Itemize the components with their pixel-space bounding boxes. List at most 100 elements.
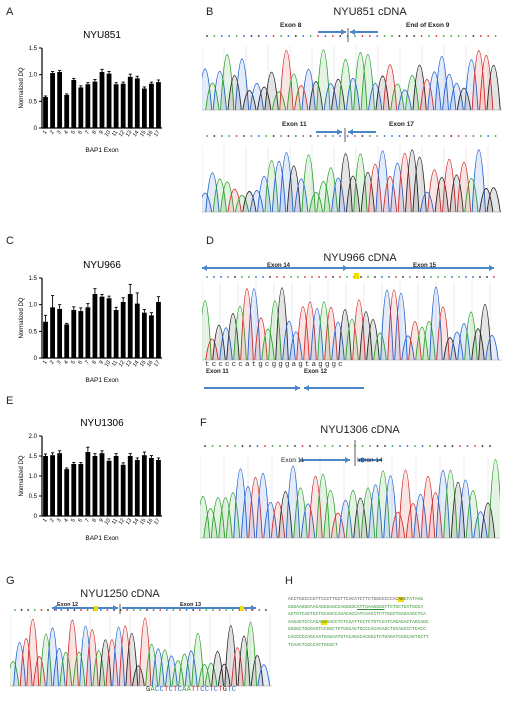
chromatogram-title-g: NYU1250 cDNA bbox=[80, 588, 160, 600]
x-tick-label: 1 bbox=[42, 360, 49, 366]
trace-peak bbox=[99, 639, 112, 687]
base-call-mark bbox=[280, 35, 282, 37]
sequence-base: C bbox=[213, 686, 219, 694]
base-call-mark bbox=[317, 135, 319, 137]
x-tick-label: 8 bbox=[91, 130, 98, 136]
base-call-mark bbox=[416, 276, 418, 278]
x-tick-label: 15 bbox=[139, 518, 147, 526]
bar bbox=[92, 294, 98, 358]
trace-peak bbox=[316, 181, 331, 213]
base-call-mark bbox=[423, 276, 425, 278]
x-tick-label: 2 bbox=[49, 130, 56, 136]
trace-peak bbox=[219, 327, 233, 361]
base-call-mark bbox=[213, 135, 216, 137]
base-call-mark bbox=[331, 135, 334, 137]
base-call-mark bbox=[487, 135, 490, 137]
trace-peak bbox=[200, 496, 211, 539]
trace-peak bbox=[390, 83, 405, 111]
base-call-mark bbox=[472, 35, 475, 37]
trace-peak bbox=[300, 503, 316, 539]
base-call-mark bbox=[86, 609, 89, 611]
sequence-base: T bbox=[218, 686, 223, 694]
y-axis-label: Normalized DQ bbox=[19, 455, 25, 496]
bar bbox=[106, 460, 112, 516]
base-call-mark bbox=[294, 445, 296, 447]
x-tick-label: 11 bbox=[111, 518, 119, 526]
base-call-mark bbox=[287, 35, 290, 37]
base-call-mark bbox=[206, 35, 208, 37]
trace-peak bbox=[66, 619, 79, 687]
trace-peak bbox=[205, 338, 219, 361]
base-call-mark bbox=[179, 609, 181, 611]
trace-peak bbox=[72, 651, 86, 687]
base-call-mark bbox=[487, 35, 490, 37]
bar bbox=[57, 72, 63, 128]
x-tick-label: 14 bbox=[132, 360, 140, 368]
label-d-exon-12: Exon 12 bbox=[304, 369, 328, 375]
highlight-base bbox=[240, 606, 244, 611]
trace-peak bbox=[380, 289, 394, 361]
x-tick-label: 12 bbox=[118, 360, 126, 368]
label-exon-17: Exon 17 bbox=[389, 121, 414, 128]
trace-peak bbox=[382, 64, 398, 111]
base-call-mark bbox=[73, 609, 76, 611]
trace-peak bbox=[46, 627, 59, 687]
trace-peak bbox=[308, 80, 324, 111]
trace-peak bbox=[434, 176, 449, 213]
x-tick-label: 16 bbox=[146, 360, 154, 368]
x-tick-label: 5 bbox=[70, 518, 77, 524]
base-call-mark bbox=[368, 135, 371, 137]
base-call-mark bbox=[220, 135, 223, 137]
label-g-exon-12: Exon 12 bbox=[57, 602, 79, 608]
base-call-mark bbox=[231, 609, 234, 611]
base-call-mark bbox=[339, 276, 341, 278]
base-call-mark bbox=[391, 135, 393, 137]
base-call-mark bbox=[220, 35, 223, 37]
base-call-mark bbox=[346, 276, 348, 278]
base-call-mark bbox=[429, 445, 431, 447]
base-call-mark bbox=[241, 445, 244, 447]
y-tick-label: 1.0 bbox=[29, 73, 38, 79]
x-tick-label: 9 bbox=[98, 130, 105, 136]
sequence-base: C bbox=[177, 686, 183, 694]
bar bbox=[78, 464, 84, 516]
bar bbox=[141, 88, 147, 128]
base-call-mark bbox=[458, 276, 460, 278]
base-call-mark bbox=[391, 35, 393, 37]
trace-peak bbox=[456, 87, 472, 111]
bar bbox=[99, 296, 105, 358]
base-call-mark bbox=[405, 135, 408, 137]
sequence-hl: AG bbox=[398, 597, 404, 602]
base-call-mark bbox=[294, 35, 297, 37]
base-call-mark bbox=[368, 35, 371, 37]
trace-peak bbox=[331, 177, 346, 213]
trace-peak bbox=[345, 490, 361, 539]
y-tick-label: 0 bbox=[34, 126, 38, 132]
x-tick-label: 8 bbox=[91, 518, 98, 524]
base-call-mark bbox=[304, 276, 306, 278]
base-call-mark bbox=[442, 35, 445, 37]
trace-peak bbox=[471, 50, 486, 111]
base-call-mark bbox=[172, 609, 175, 611]
trace-peak bbox=[224, 625, 238, 687]
trace-peak bbox=[249, 83, 264, 111]
base-call-mark bbox=[474, 445, 476, 447]
bar bbox=[78, 311, 84, 358]
base-call-mark bbox=[279, 445, 281, 447]
base-call-mark bbox=[489, 445, 491, 447]
x-tick-label: 14 bbox=[132, 130, 140, 138]
base-call-mark bbox=[318, 276, 320, 278]
trace-peak bbox=[278, 491, 293, 539]
trace-peak bbox=[480, 502, 496, 539]
base-call-mark bbox=[406, 445, 409, 447]
base-call-mark bbox=[435, 35, 438, 37]
x-tick-label: 14 bbox=[132, 518, 140, 526]
trace-peak bbox=[422, 321, 436, 361]
bar bbox=[106, 73, 112, 128]
base-call-mark bbox=[226, 445, 229, 447]
trace-peak bbox=[264, 72, 279, 111]
y-tick-label: 0 bbox=[34, 356, 38, 362]
x-tick-label: 2 bbox=[49, 518, 56, 524]
bar bbox=[57, 308, 63, 358]
base-call-mark bbox=[361, 135, 364, 137]
